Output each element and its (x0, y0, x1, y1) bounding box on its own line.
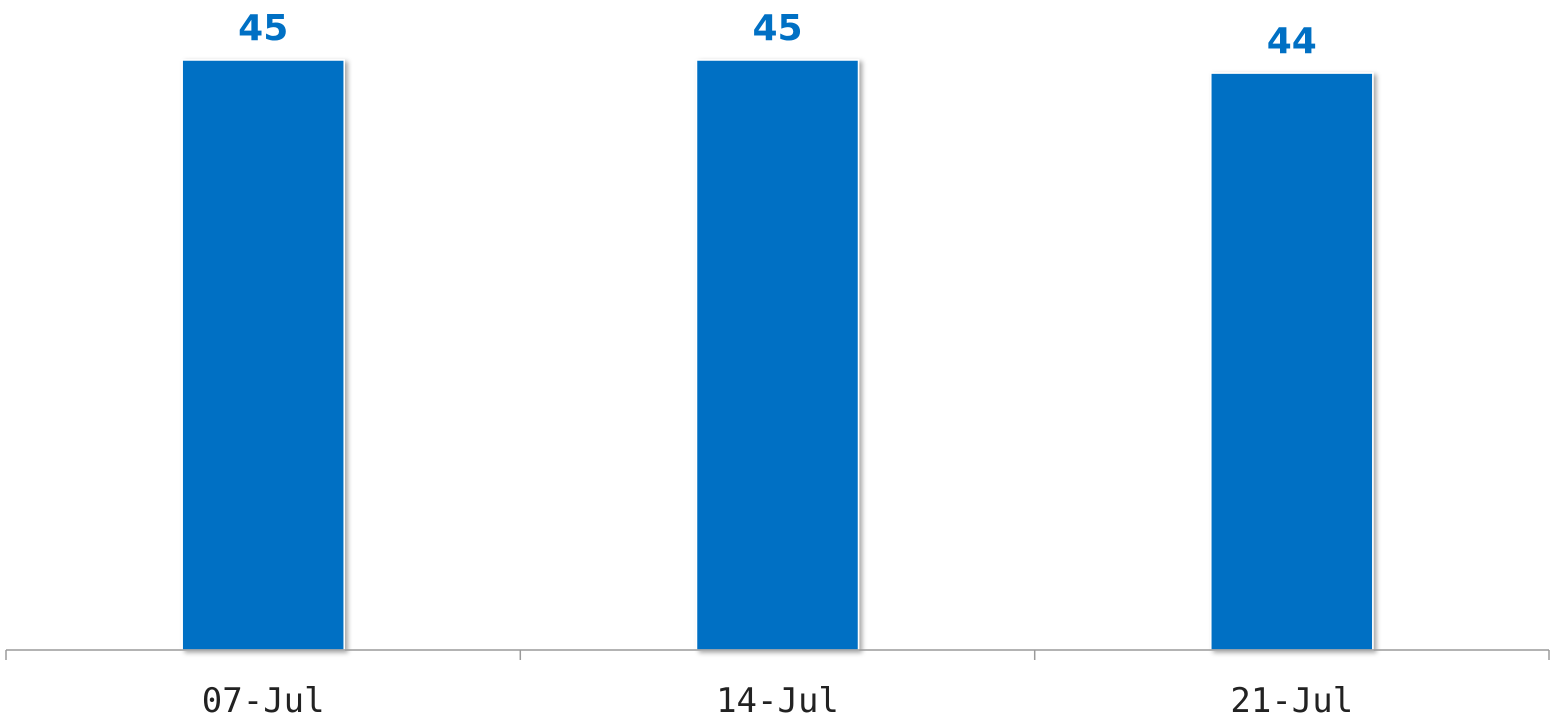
bar-07-jul (181, 59, 345, 651)
bar-21-jul (1210, 72, 1374, 651)
bar-14-jul (695, 59, 860, 651)
x-tick-label-14-jul: 14-Jul (716, 681, 839, 721)
labels-layer: 45 07-Jul 45 14-Jul 44 21-Jul (202, 8, 1353, 721)
x-axis (5, 649, 1550, 660)
data-label-21-jul: 44 (1267, 21, 1317, 62)
x-tick-label-21-jul: 21-Jul (1230, 681, 1353, 721)
bars-layer (181, 59, 1374, 651)
x-tick-label-07-jul: 07-Jul (202, 681, 325, 721)
data-label-14-jul: 45 (752, 8, 802, 49)
data-label-07-jul: 45 (238, 8, 288, 49)
